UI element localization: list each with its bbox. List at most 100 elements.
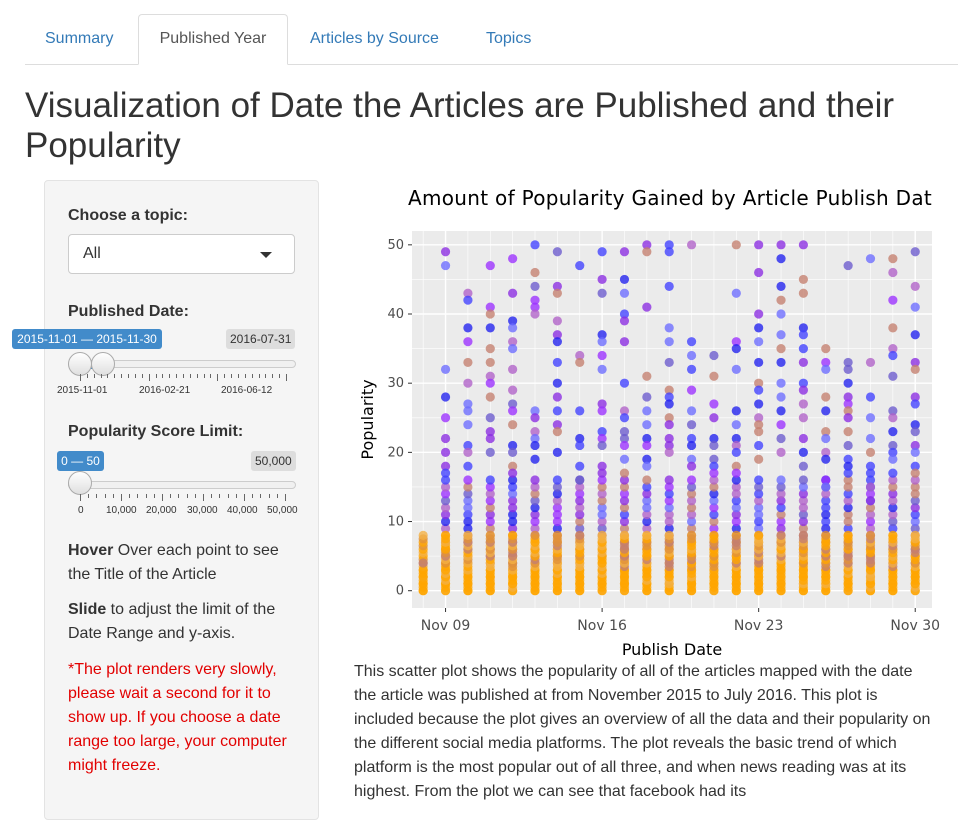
data-point[interactable] xyxy=(619,468,630,478)
data-point[interactable] xyxy=(642,454,652,464)
data-point[interactable] xyxy=(597,461,607,471)
data-point[interactable] xyxy=(754,482,764,492)
data-point[interactable] xyxy=(798,475,808,485)
data-point[interactable] xyxy=(508,254,518,264)
data-point[interactable] xyxy=(686,440,697,451)
popularity-slider-track[interactable] xyxy=(68,481,296,489)
data-point[interactable] xyxy=(754,323,764,333)
data-point[interactable] xyxy=(440,503,451,513)
data-point[interactable] xyxy=(754,516,764,527)
data-point[interactable] xyxy=(485,343,495,354)
data-point[interactable] xyxy=(463,420,473,430)
data-point[interactable] xyxy=(888,516,898,527)
data-point[interactable] xyxy=(776,496,786,506)
data-point[interactable] xyxy=(865,254,876,264)
data-point[interactable] xyxy=(754,530,764,540)
data-point[interactable] xyxy=(597,364,607,374)
data-point[interactable] xyxy=(485,323,495,333)
data-point[interactable] xyxy=(552,516,562,527)
data-point[interactable] xyxy=(776,523,786,534)
data-point[interactable] xyxy=(843,468,853,478)
data-point[interactable] xyxy=(686,510,697,520)
data-point[interactable] xyxy=(508,461,518,471)
data-point[interactable] xyxy=(865,447,876,457)
data-point[interactable] xyxy=(731,433,741,444)
data-point[interactable] xyxy=(731,288,741,298)
data-point[interactable] xyxy=(843,357,853,368)
data-point[interactable] xyxy=(776,482,786,492)
data-point[interactable] xyxy=(642,516,652,527)
data-point[interactable] xyxy=(888,489,898,499)
data-point[interactable] xyxy=(754,496,764,506)
data-point[interactable] xyxy=(843,530,853,540)
data-point[interactable] xyxy=(910,523,920,534)
data-point[interactable] xyxy=(552,510,562,520)
data-point[interactable] xyxy=(664,385,674,395)
data-point[interactable] xyxy=(865,433,876,444)
data-point[interactable] xyxy=(642,247,652,257)
data-point[interactable] xyxy=(709,413,719,423)
data-point[interactable] xyxy=(843,510,853,520)
data-point[interactable] xyxy=(485,392,495,402)
data-point[interactable] xyxy=(865,510,876,520)
data-point[interactable] xyxy=(642,461,652,471)
data-point[interactable] xyxy=(642,420,652,430)
data-point[interactable] xyxy=(485,496,495,506)
data-point[interactable] xyxy=(798,378,808,388)
data-point[interactable] xyxy=(530,475,540,485)
data-point[interactable] xyxy=(552,406,562,416)
data-point[interactable] xyxy=(463,406,473,416)
data-point[interactable] xyxy=(508,337,518,347)
data-point[interactable] xyxy=(821,454,831,464)
data-point[interactable] xyxy=(463,503,473,513)
data-point[interactable] xyxy=(888,530,898,540)
data-point[interactable] xyxy=(597,530,607,540)
data-point[interactable] xyxy=(485,309,495,319)
data-points[interactable] xyxy=(418,240,920,596)
data-point[interactable] xyxy=(485,427,495,437)
data-point[interactable] xyxy=(485,433,495,444)
data-point[interactable] xyxy=(597,288,607,298)
data-point[interactable] xyxy=(910,461,920,471)
data-point[interactable] xyxy=(575,461,585,471)
data-point[interactable] xyxy=(910,357,920,368)
data-point[interactable] xyxy=(888,475,898,485)
data-point[interactable] xyxy=(575,406,585,416)
data-point[interactable] xyxy=(440,461,451,471)
data-point[interactable] xyxy=(552,357,562,368)
data-point[interactable] xyxy=(642,496,652,506)
data-point[interactable] xyxy=(821,343,831,354)
data-point[interactable] xyxy=(910,468,920,478)
data-point[interactable] xyxy=(754,503,764,513)
data-point[interactable] xyxy=(731,240,741,250)
data-point[interactable] xyxy=(686,337,697,347)
data-point[interactable] xyxy=(754,489,764,499)
data-point[interactable] xyxy=(910,475,920,485)
data-point[interactable] xyxy=(888,503,898,513)
data-point[interactable] xyxy=(798,413,808,423)
data-point[interactable] xyxy=(508,420,518,430)
data-point[interactable] xyxy=(865,482,876,492)
data-point[interactable] xyxy=(552,337,562,347)
tab-summary[interactable]: Summary xyxy=(45,30,114,47)
data-point[interactable] xyxy=(463,489,473,499)
data-point[interactable] xyxy=(843,482,853,492)
data-point[interactable] xyxy=(440,413,451,423)
data-point[interactable] xyxy=(865,468,876,478)
data-point[interactable] xyxy=(709,523,719,534)
data-point[interactable] xyxy=(865,357,876,368)
data-point[interactable] xyxy=(552,489,562,499)
data-point[interactable] xyxy=(754,427,764,437)
data-point[interactable] xyxy=(619,288,630,298)
data-point[interactable] xyxy=(552,503,562,513)
data-point[interactable] xyxy=(843,364,853,374)
data-point[interactable] xyxy=(686,516,697,527)
data-point[interactable] xyxy=(552,475,562,485)
data-point[interactable] xyxy=(731,440,741,451)
data-point[interactable] xyxy=(463,510,473,520)
data-point[interactable] xyxy=(463,461,473,471)
data-point[interactable] xyxy=(597,274,607,285)
data-point[interactable] xyxy=(619,337,630,347)
data-point[interactable] xyxy=(686,420,697,430)
data-point[interactable] xyxy=(664,413,674,423)
